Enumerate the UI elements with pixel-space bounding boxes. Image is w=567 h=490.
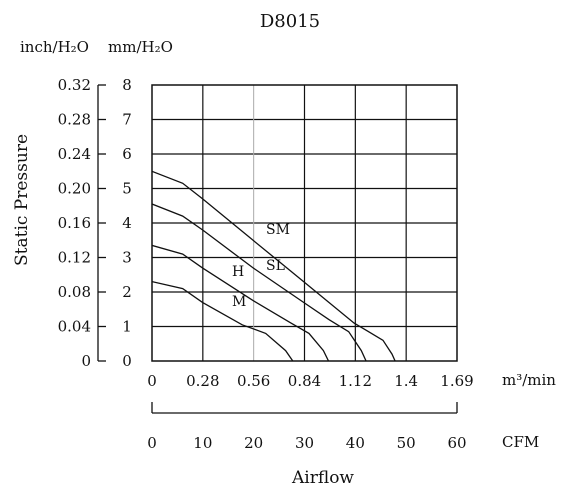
y-tick-label-mm: 5 [122,180,132,198]
curve-sm [152,170,396,361]
curve-group [152,170,396,361]
x-tick-label-m3: 1.4 [394,372,418,390]
x-tick-label-m3: 1.69 [440,372,473,390]
grid [152,85,457,361]
x-tick-label-cfm: 30 [295,434,314,452]
x-axis-m3-ticks: 0 0.28 0.56 0.84 1.12 1.4 1.69 [147,372,473,390]
curve-label-sl: SL [266,258,285,274]
curve-h [152,244,330,361]
y-tick-label-mm: 7 [122,111,132,129]
x-axis-cfm-ticks: 0 10 20 30 40 50 60 [147,402,467,452]
y-tick-label-mm: 0 [122,352,132,370]
curve-label-h: H [232,264,244,280]
x-unit-primary: m³/min [502,371,556,389]
x-tick-label-m3: 0 [147,372,157,390]
y-tick-label-inch: 0.32 [58,76,91,94]
y-axis-mm-ticks: 0 1 2 3 4 5 6 7 8 [122,76,132,370]
x-tick-label-m3: 0.28 [186,372,219,390]
curve-sl [152,203,367,361]
y-tick-label-inch: 0.24 [58,145,91,163]
y-tick-label-inch: 0.04 [58,318,91,336]
y-axis-inch-ticks: 0 0.04 0.08 0.12 0.16 0.20 0.24 0.28 0.32 [58,76,106,370]
y-tick-label-mm: 3 [122,249,132,267]
curve-label-sm: SM [266,222,290,238]
x-tick-label-m3: 1.12 [339,372,372,390]
x-tick-label-m3: 0.56 [237,372,270,390]
x-axis-title: Airflow [291,468,354,488]
y-tick-label-inch: 0.08 [58,283,91,301]
x-tick-label-cfm: 10 [193,434,212,452]
y-unit-secondary: inch/H₂O [20,38,89,56]
x-tick-label-cfm: 50 [397,434,416,452]
y-tick-label-inch: 0.20 [58,180,91,198]
y-tick-label-inch: 0.28 [58,111,91,129]
chart-title: D8015 [260,11,320,32]
x-tick-label-m3: 0.84 [288,372,321,390]
curve-m [152,280,294,361]
x-tick-label-cfm: 40 [346,434,365,452]
y-tick-label-mm: 1 [122,318,132,336]
x-tick-label-cfm: 60 [447,434,466,452]
y-axis-title: Static Pressure [12,134,32,266]
y-tick-label-inch: 0.16 [58,214,91,232]
curve-label-m: M [232,294,246,310]
y-tick-label-mm: 2 [122,283,132,301]
y-unit-primary: mm/H₂O [108,38,173,56]
y-tick-label-inch: 0 [81,352,91,370]
x-tick-label-cfm: 0 [147,434,157,452]
y-tick-label-inch: 0.12 [58,249,91,267]
y-tick-label-mm: 4 [122,214,132,232]
x-unit-secondary: CFM [502,433,539,451]
plot-frame [151,84,458,362]
y-tick-label-mm: 6 [122,145,132,163]
x-tick-label-cfm: 20 [244,434,263,452]
y-tick-label-mm: 8 [122,76,132,94]
